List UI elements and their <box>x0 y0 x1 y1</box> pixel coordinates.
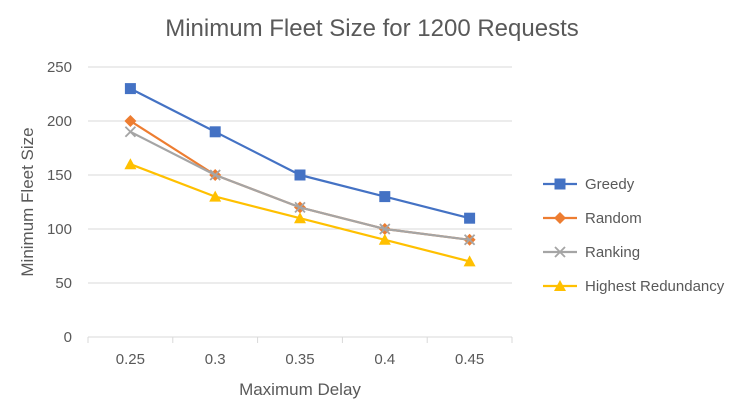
y-tick-label: 0 <box>64 329 72 346</box>
data-point <box>124 115 137 127</box>
y-tick-label: 150 <box>47 167 72 184</box>
x-tick-label: 0.25 <box>116 351 145 368</box>
x-tick-label: 0.45 <box>455 351 484 368</box>
legend-label: Greedy <box>585 176 635 193</box>
x-tick-label: 0.4 <box>374 351 395 368</box>
data-point <box>464 212 476 224</box>
legend-item: Random <box>543 210 642 227</box>
legend-marker <box>554 178 566 190</box>
x-tick-label: 0.3 <box>205 351 226 368</box>
chart-title: Minimum Fleet Size for 1200 Requests <box>165 15 579 42</box>
y-tick-label: 50 <box>55 275 72 292</box>
legend-item: Greedy <box>543 176 635 193</box>
y-tick-label: 100 <box>47 221 72 238</box>
legend-label: Ranking <box>585 244 640 261</box>
data-point <box>378 233 391 245</box>
series-highest-redundancy <box>124 158 476 267</box>
legend: Greedy Random Ranking Highest Redundancy <box>543 176 725 295</box>
legend-item: Ranking <box>543 244 640 261</box>
legend-item: Highest Redundancy <box>543 278 725 295</box>
data-point <box>294 212 306 224</box>
data-point <box>463 234 476 246</box>
legend-marker <box>554 212 566 224</box>
data-point <box>124 126 137 138</box>
y-tick-label: 250 <box>47 59 72 76</box>
data-point <box>209 169 221 181</box>
series-greedy <box>124 83 476 224</box>
series-line <box>129 130 470 241</box>
x-axis-title: Maximum Delay <box>239 380 361 399</box>
axes: 0 50 100 150 200 250 0.25 0.3 0.35 0.4 0.45 <box>47 59 513 368</box>
data-point <box>463 255 476 267</box>
series-ranking <box>124 126 476 246</box>
data-point <box>379 223 391 235</box>
x-tick-label: 0.35 <box>285 351 314 368</box>
data-point <box>124 158 137 170</box>
legend-marker <box>554 280 566 291</box>
y-tick-label: 200 <box>47 113 72 130</box>
legend-label: Highest Redundancy <box>585 278 725 295</box>
data-point <box>294 169 306 181</box>
series-lines <box>124 83 476 267</box>
legend-marker <box>554 246 566 258</box>
data-point <box>379 191 391 203</box>
y-axis-title: Minimum Fleet Size <box>18 127 37 276</box>
data-point <box>294 201 306 214</box>
data-point <box>209 190 222 202</box>
data-point <box>209 126 221 138</box>
legend-label: Random <box>585 210 642 227</box>
data-point <box>124 83 136 95</box>
